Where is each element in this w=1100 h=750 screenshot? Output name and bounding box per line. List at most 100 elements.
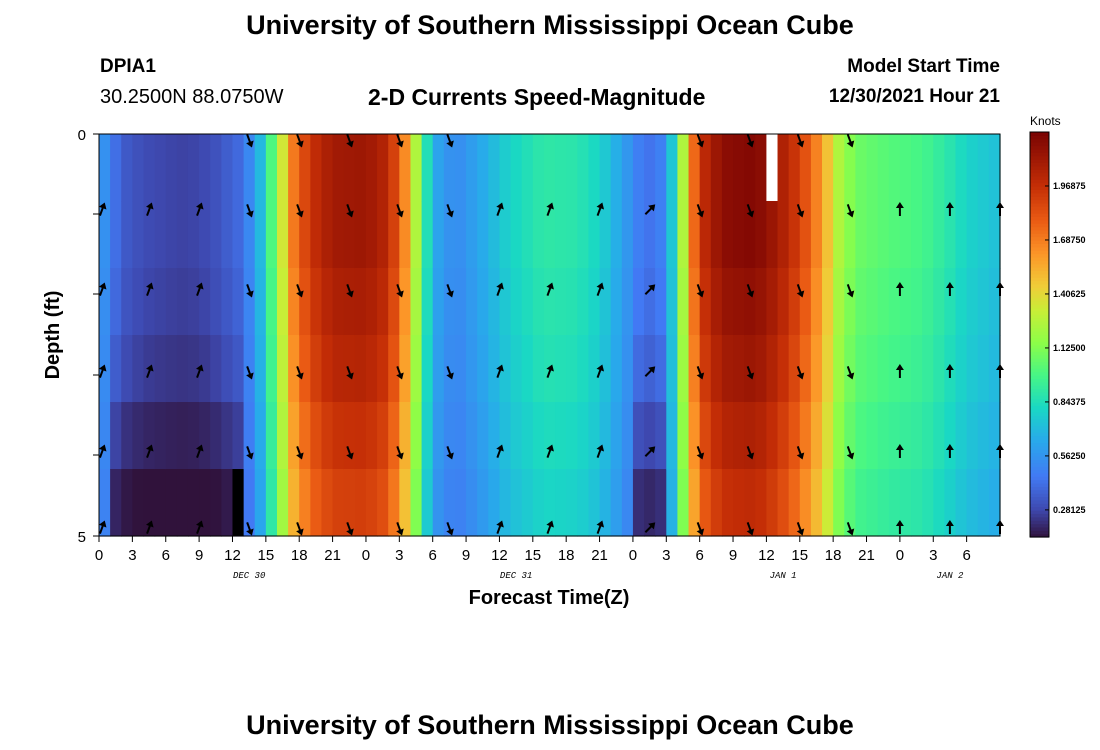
heatmap-cell [499, 402, 512, 470]
colorbar-tick-label: 1.96875 [1053, 181, 1086, 191]
heatmap-cell [833, 335, 845, 403]
heatmap-cell [888, 134, 901, 202]
colorbar-swatch [1030, 132, 1049, 136]
current-arrow [546, 282, 554, 296]
heatmap-cell [288, 335, 300, 403]
heatmap-cell [610, 469, 623, 537]
colorbar-swatch [1030, 489, 1049, 494]
heatmap-cell [844, 268, 856, 336]
heatmap-cell [911, 335, 923, 403]
heatmap-cell [254, 469, 267, 537]
heatmap-cell [499, 268, 512, 336]
current-arrow [796, 446, 805, 460]
heatmap-cell [721, 201, 734, 269]
current-arrow [446, 204, 454, 218]
heatmap-cell [599, 402, 612, 470]
heatmap-cell [154, 201, 167, 269]
heatmap-cell [143, 469, 156, 537]
heatmap-cell [899, 402, 912, 470]
heatmap-cell [332, 469, 345, 537]
heatmap-cell [699, 469, 712, 537]
x-tick-label: 3 [395, 547, 403, 564]
heatmap-cell [121, 134, 133, 202]
heatmap-cell [899, 469, 912, 537]
colorbar-swatch [1030, 445, 1049, 450]
heatmap-cell [132, 469, 145, 537]
current-arrow [796, 204, 805, 218]
heatmap-cell [833, 201, 845, 269]
heatmap-cell [443, 402, 456, 470]
current-arrow [945, 520, 954, 534]
heatmap-cell [365, 134, 378, 202]
heatmap-cell [121, 201, 133, 269]
heatmap-cell [810, 335, 823, 403]
current-arrow [596, 202, 605, 216]
heatmap-cell [777, 335, 790, 403]
heatmap-cell [899, 201, 912, 269]
colorbar-swatch [1030, 314, 1049, 319]
heatmap-cell [766, 268, 779, 336]
heatmap-cell [688, 335, 701, 403]
heatmap-cell [454, 335, 467, 403]
heatmap-cell [165, 134, 178, 202]
heatmap-cell [176, 134, 189, 202]
heatmap-cell [265, 201, 278, 269]
heatmap-cell [377, 469, 389, 537]
heatmap-cell [755, 335, 767, 403]
current-arrow [696, 366, 705, 380]
colorbar-swatch [1030, 297, 1049, 302]
heatmap-cell [176, 402, 189, 470]
heatmap-cell [666, 469, 679, 537]
heatmap-cell [176, 201, 189, 269]
colorbar-swatch [1030, 256, 1049, 261]
heatmap-cell [933, 402, 945, 470]
current-arrow [945, 202, 954, 216]
heatmap-cell [176, 335, 189, 403]
heatmap-cell [966, 335, 979, 403]
heatmap-cell [799, 469, 812, 537]
x-tick-label: 3 [128, 547, 136, 564]
heatmap-cell [265, 469, 278, 537]
heatmap-cell [488, 201, 501, 269]
heatmap-cell [288, 402, 300, 470]
colorbar-swatch [1030, 165, 1049, 170]
heatmap-cell [977, 335, 990, 403]
colorbar-swatch [1030, 209, 1049, 214]
current-arrow [246, 366, 254, 380]
heatmap-cell [988, 335, 1001, 403]
heatmap-cell [265, 134, 278, 202]
heatmap-cell [599, 134, 612, 202]
heatmap-cell [988, 469, 1001, 537]
colorbar-swatch [1030, 388, 1049, 393]
colorbar-swatch [1030, 402, 1049, 406]
heatmap-cell [399, 134, 412, 202]
heatmap-cell [555, 469, 567, 537]
current-arrow [546, 444, 554, 458]
heatmap-cell [632, 268, 645, 336]
heatmap-cell [933, 134, 945, 202]
heatmap-cell [710, 402, 723, 470]
heatmap-cell [410, 134, 423, 202]
heatmap-cell [744, 335, 756, 403]
colorbar-swatch [1030, 496, 1049, 501]
x-tick-label: 12 [491, 547, 508, 564]
x-tick-label: 12 [758, 547, 775, 564]
colorbar-swatch [1030, 219, 1049, 224]
heatmap-cell [799, 134, 812, 202]
heatmap-cell [877, 201, 890, 269]
heatmap-cell [744, 268, 756, 336]
colorbar-swatch [1030, 155, 1049, 160]
current-arrow [146, 364, 154, 378]
heatmap-cell [922, 402, 934, 470]
colorbar-swatch [1030, 172, 1049, 177]
heatmap-cell [399, 201, 412, 269]
heatmap-cell [688, 201, 701, 269]
heatmap-cell [766, 402, 779, 470]
heatmap-cell [543, 268, 556, 336]
current-arrow [396, 366, 404, 380]
heatmap-cell [543, 469, 556, 537]
heatmap-cell [488, 469, 501, 537]
colorbar-swatch [1030, 493, 1049, 498]
current-arrow [296, 134, 304, 148]
heatmap-cell [254, 335, 267, 403]
